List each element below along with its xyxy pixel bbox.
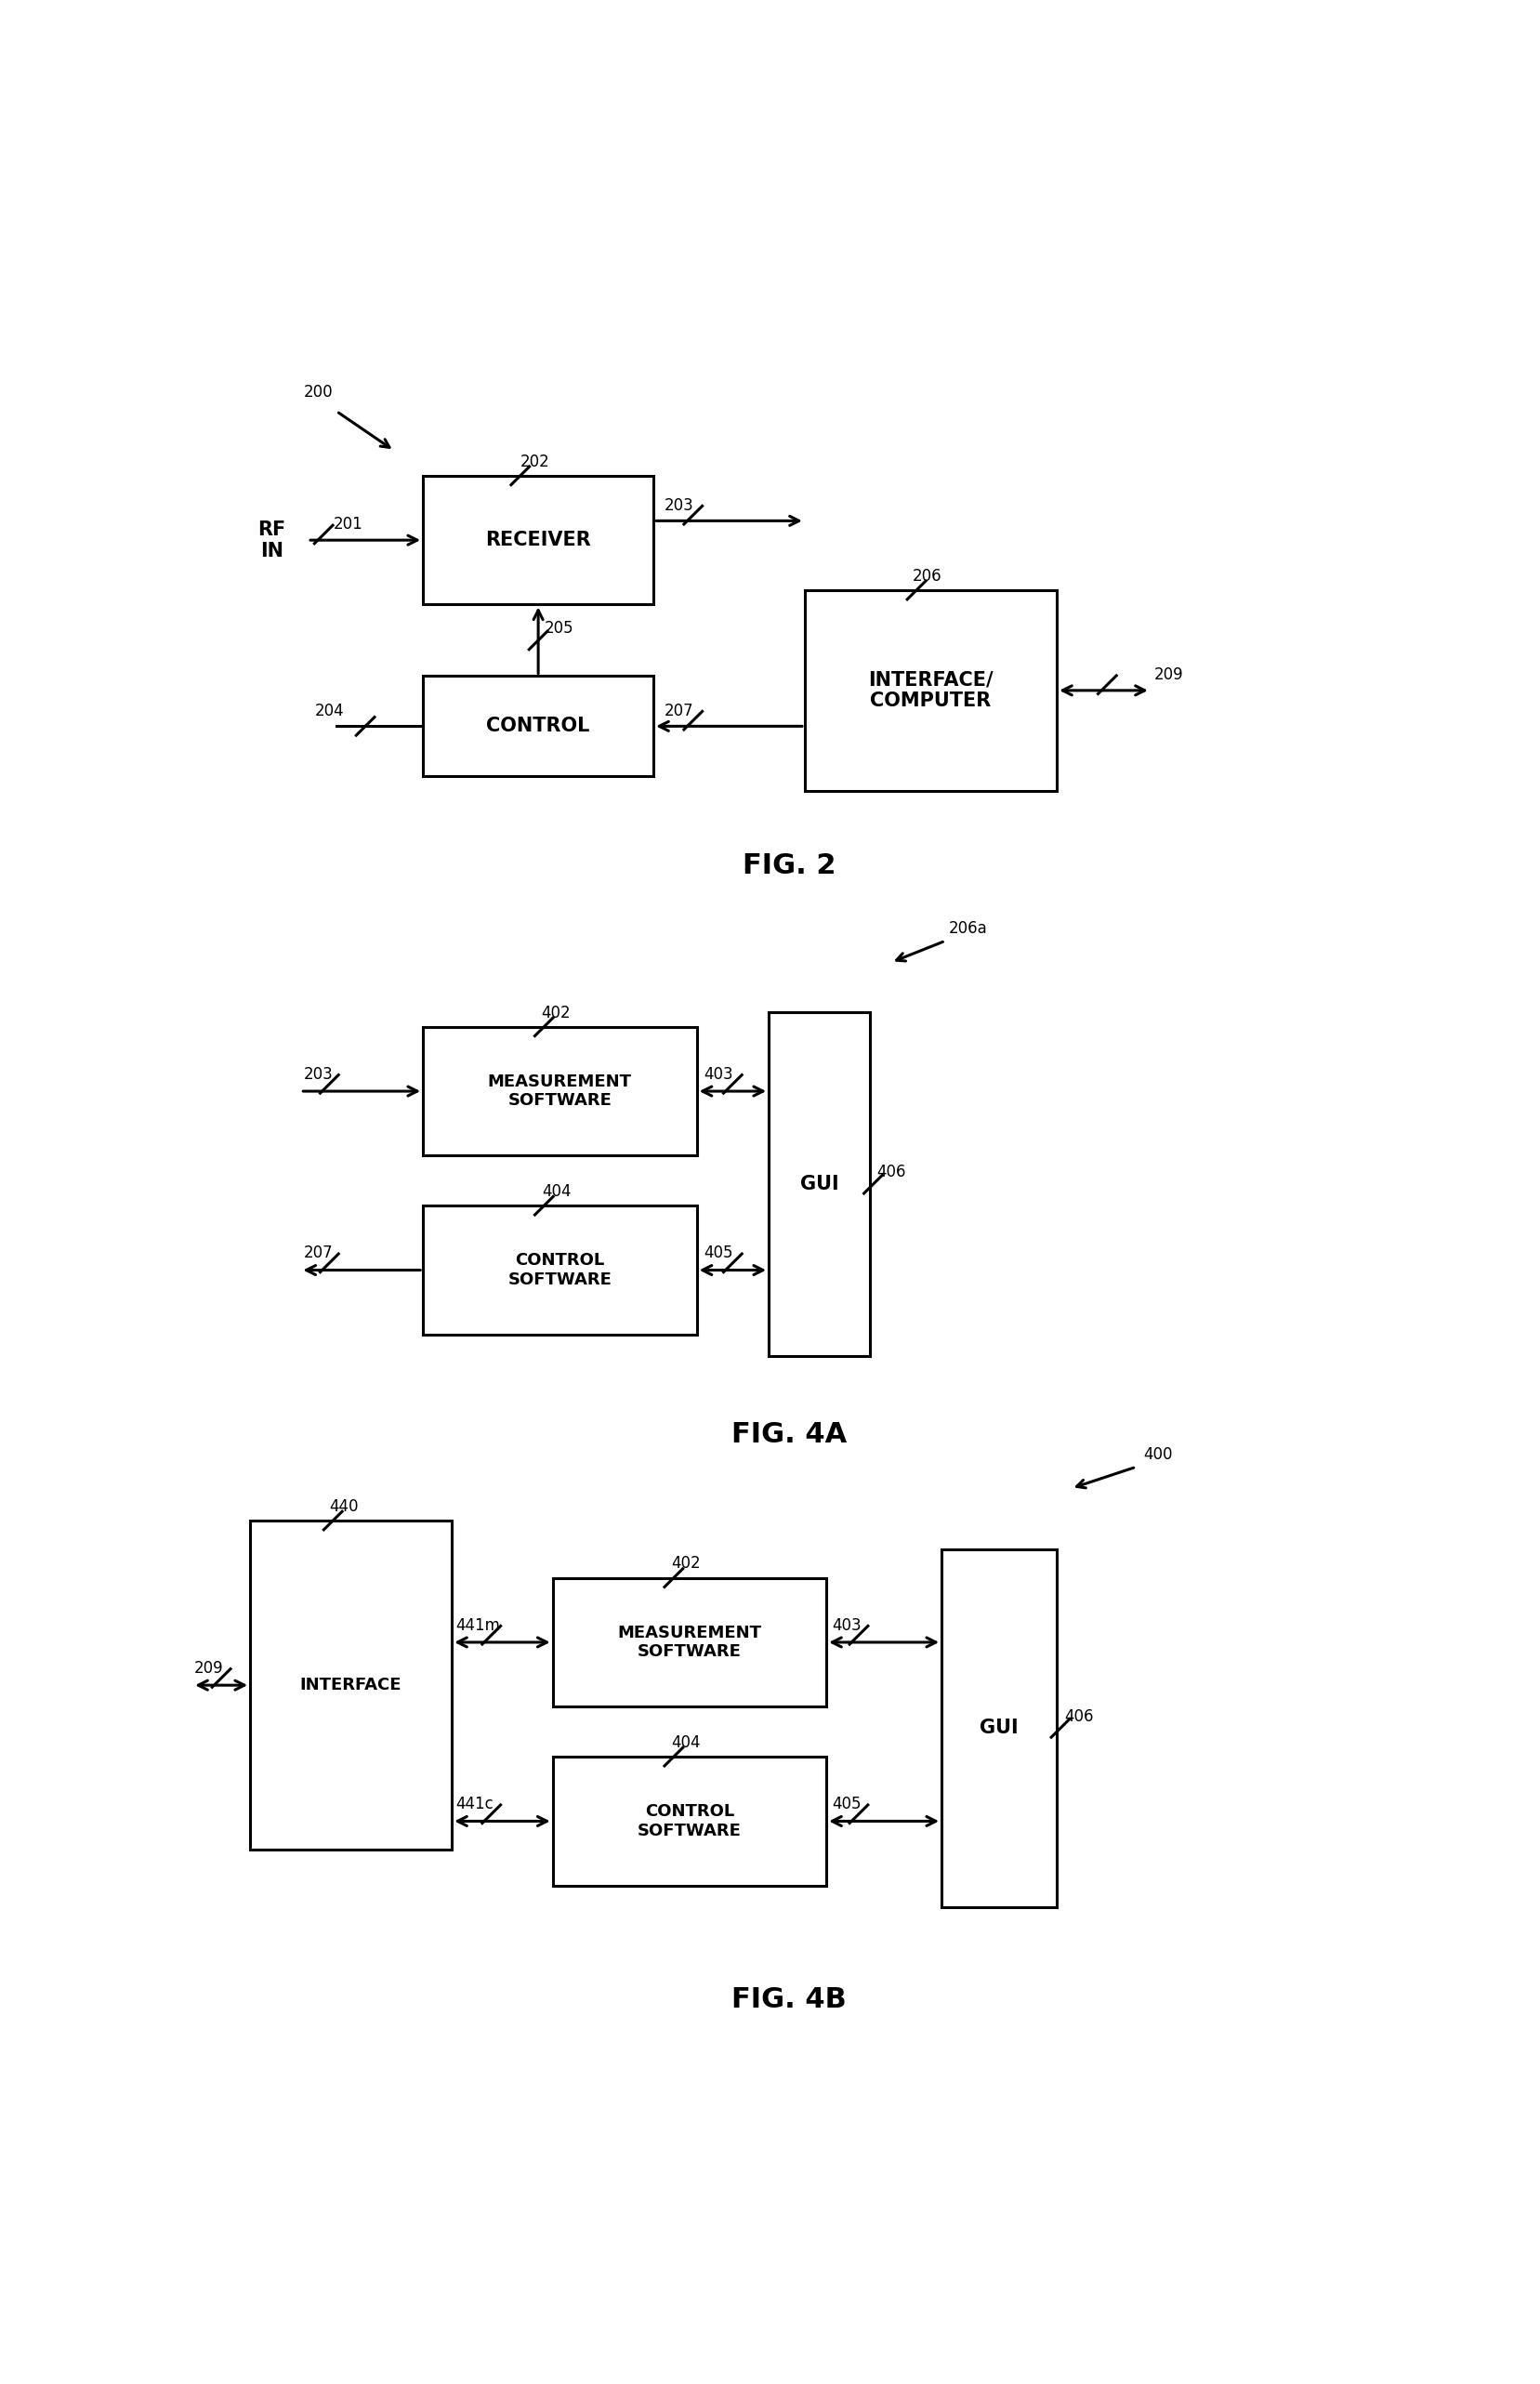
Text: FIG. 4B: FIG. 4B <box>731 1986 847 2014</box>
FancyBboxPatch shape <box>768 1013 870 1356</box>
Text: 204: 204 <box>316 703 345 720</box>
Text: 207: 207 <box>303 1244 334 1261</box>
FancyBboxPatch shape <box>424 677 653 777</box>
Text: RECEIVER: RECEIVER <box>485 532 591 548</box>
FancyBboxPatch shape <box>553 1578 827 1707</box>
Text: 207: 207 <box>664 703 693 720</box>
Text: FIG. 4A: FIG. 4A <box>731 1421 847 1447</box>
Text: 402: 402 <box>671 1554 701 1571</box>
Text: 404: 404 <box>542 1182 571 1199</box>
FancyBboxPatch shape <box>424 477 653 606</box>
Text: CONTROL
SOFTWARE: CONTROL SOFTWARE <box>638 1802 741 1838</box>
Text: 200: 200 <box>303 384 334 401</box>
Text: GUI: GUI <box>799 1175 838 1194</box>
Text: MEASUREMENT
SOFTWARE: MEASUREMENT SOFTWARE <box>488 1073 631 1109</box>
FancyBboxPatch shape <box>249 1521 451 1850</box>
FancyBboxPatch shape <box>805 591 1056 791</box>
Text: RF
IN: RF IN <box>257 520 286 560</box>
Text: 206: 206 <box>913 567 942 584</box>
Text: 441c: 441c <box>456 1795 493 1812</box>
Text: 404: 404 <box>671 1733 701 1750</box>
Text: 406: 406 <box>876 1163 906 1180</box>
Text: 205: 205 <box>544 620 573 637</box>
Text: CONTROL
SOFTWARE: CONTROL SOFTWARE <box>508 1252 611 1287</box>
Text: 405: 405 <box>832 1795 861 1812</box>
Text: 440: 440 <box>330 1497 359 1514</box>
Text: 402: 402 <box>542 1004 571 1020</box>
Text: 441m: 441m <box>456 1616 500 1633</box>
Text: 209: 209 <box>1153 668 1183 684</box>
FancyBboxPatch shape <box>424 1028 696 1156</box>
Text: 203: 203 <box>664 496 695 513</box>
Text: INTERFACE: INTERFACE <box>300 1676 402 1693</box>
Text: 202: 202 <box>521 453 550 470</box>
Text: 400: 400 <box>1143 1447 1172 1464</box>
FancyBboxPatch shape <box>941 1550 1056 1907</box>
Text: 206a: 206a <box>949 920 987 937</box>
Text: GUI: GUI <box>979 1719 1018 1738</box>
Text: FIG. 2: FIG. 2 <box>742 853 836 880</box>
FancyBboxPatch shape <box>424 1206 696 1335</box>
Text: 203: 203 <box>303 1066 334 1082</box>
Text: INTERFACE/
COMPUTER: INTERFACE/ COMPUTER <box>869 670 993 710</box>
Text: 403: 403 <box>704 1066 733 1082</box>
Text: 201: 201 <box>333 517 362 534</box>
Text: 403: 403 <box>832 1616 861 1633</box>
Text: 405: 405 <box>704 1244 733 1261</box>
Text: 406: 406 <box>1064 1707 1093 1724</box>
Text: CONTROL: CONTROL <box>487 718 590 737</box>
Text: 209: 209 <box>194 1659 223 1676</box>
FancyBboxPatch shape <box>553 1757 827 1886</box>
Text: MEASUREMENT
SOFTWARE: MEASUREMENT SOFTWARE <box>618 1624 761 1659</box>
